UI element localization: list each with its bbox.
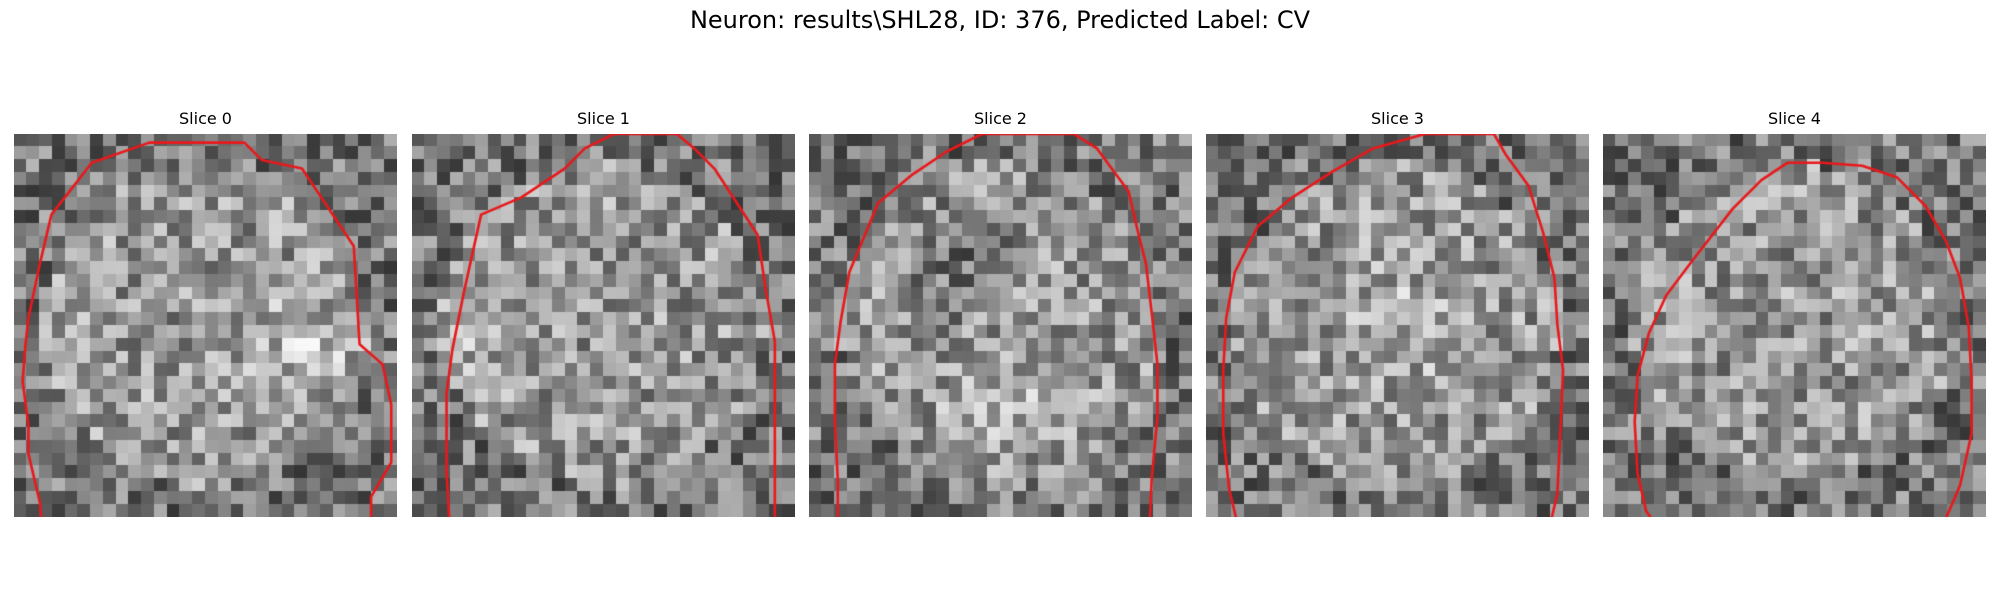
- panel-slice-1: Slice 1: [412, 108, 795, 517]
- figure-title: Neuron: results\SHL28, ID: 376, Predicte…: [689, 6, 1311, 34]
- panel-slice-0: Slice 0: [14, 108, 397, 517]
- panel-title: Slice 3: [1371, 109, 1424, 128]
- panel-title: Slice 0: [179, 109, 232, 128]
- panel-slice-4: Slice 4: [1603, 108, 1986, 517]
- panel-title: Slice 1: [577, 109, 630, 128]
- panel-slice-3: Slice 3: [1206, 108, 1589, 517]
- slice-image: [1603, 134, 1986, 517]
- slice-image: [14, 134, 397, 517]
- slice-image: [412, 134, 795, 517]
- slice-image: [1206, 134, 1589, 517]
- panel-slice-2: Slice 2: [809, 108, 1192, 517]
- slice-image: [809, 134, 1192, 517]
- panel-title: Slice 2: [974, 109, 1027, 128]
- panel-title: Slice 4: [1768, 109, 1821, 128]
